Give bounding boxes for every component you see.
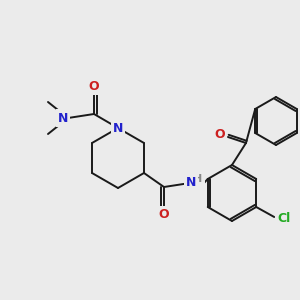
- Text: N: N: [186, 176, 196, 190]
- Text: O: O: [159, 208, 169, 221]
- Text: N: N: [113, 122, 123, 134]
- Text: O: O: [89, 80, 99, 92]
- Text: N: N: [58, 112, 68, 124]
- Text: O: O: [215, 128, 225, 142]
- Text: Cl: Cl: [278, 212, 291, 226]
- Text: H: H: [194, 174, 202, 184]
